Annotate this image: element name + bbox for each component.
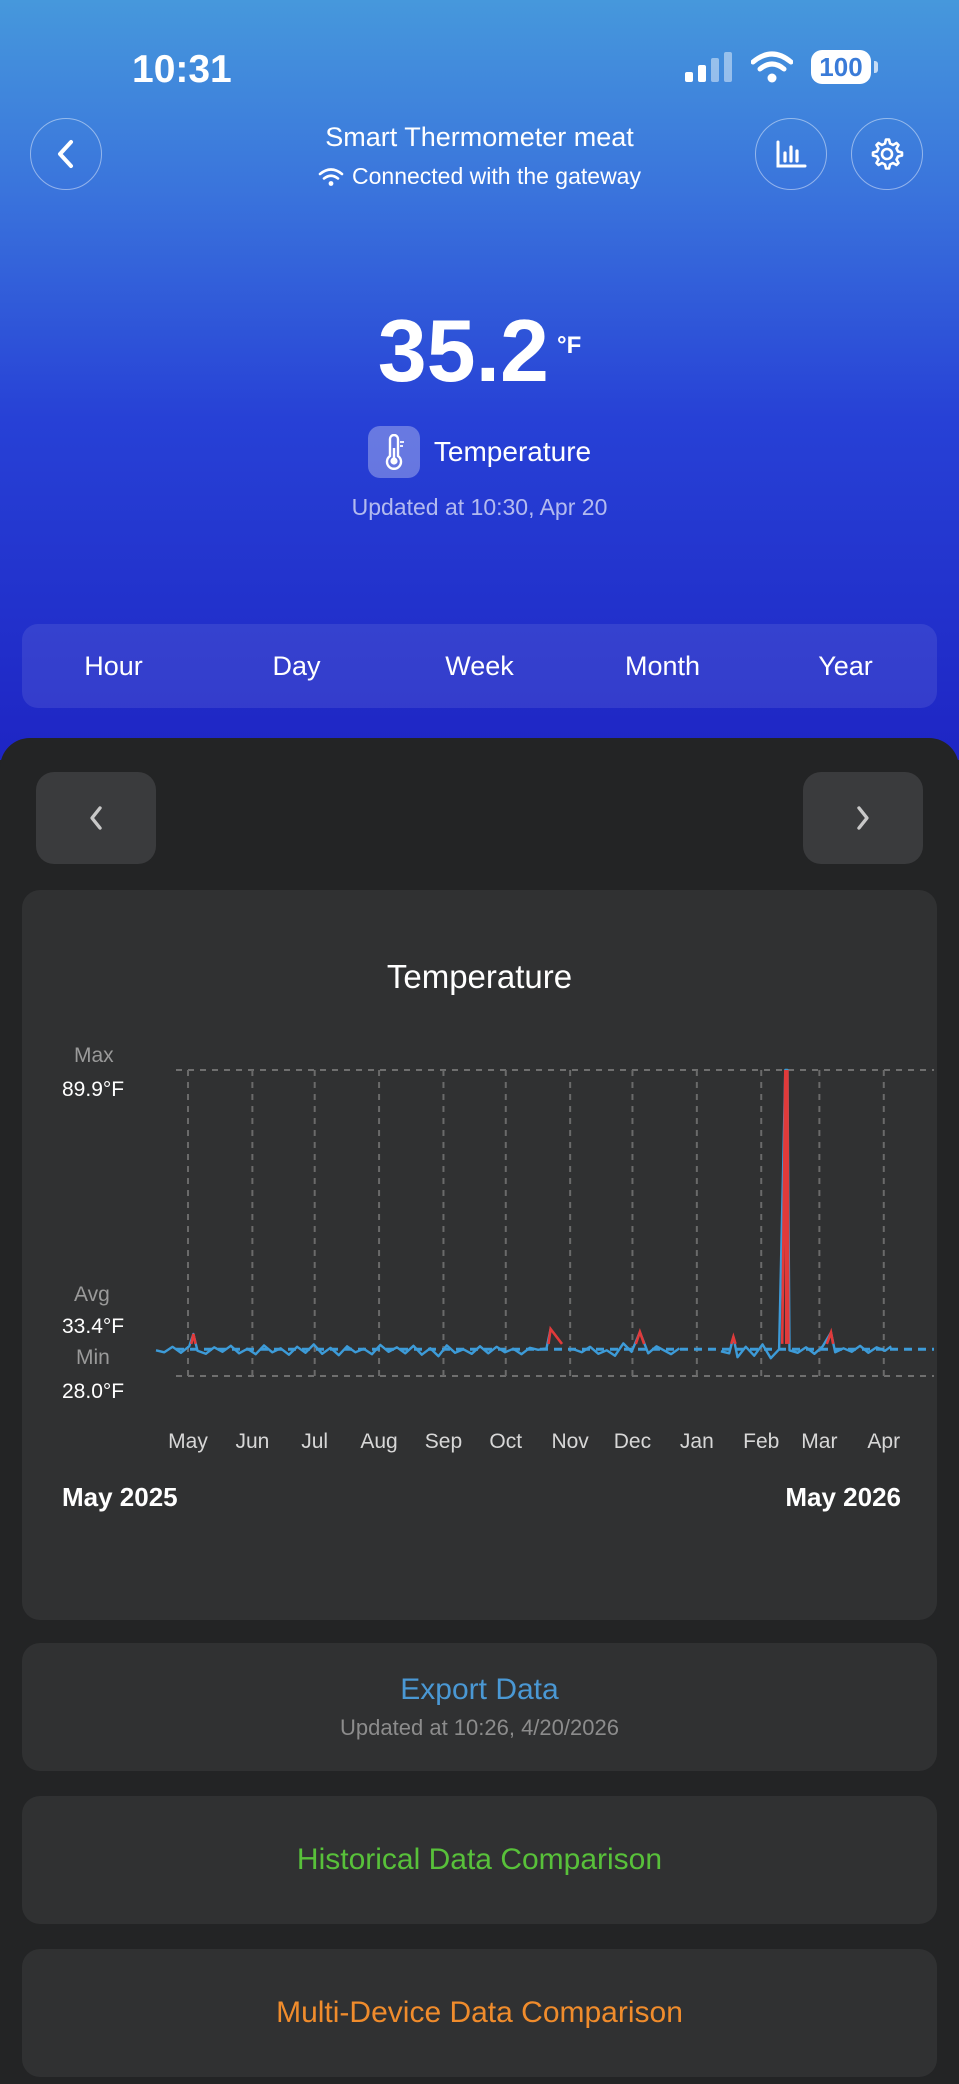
chart-title: Temperature — [386, 958, 573, 995]
export-updated-text: Updated at 10:26, 4/20/2026 — [340, 1715, 619, 1740]
chevron-left-icon — [58, 140, 73, 168]
temperature-series-line — [573, 1330, 681, 1357]
y-min-label: Min — [76, 1346, 110, 1369]
high-temperature-spike — [190, 1333, 197, 1345]
y-avg-value: 33.4°F — [62, 1315, 125, 1338]
chevron-left-icon — [90, 806, 102, 830]
x-tick-label: Apr — [867, 1430, 901, 1453]
temperature-series-line — [155, 1328, 552, 1358]
battery-indicator: 100 — [811, 50, 878, 84]
x-tick-label: Feb — [743, 1430, 780, 1453]
historical-comparison-label: Historical Data Comparison — [296, 1843, 663, 1876]
x-tick-label: Nov — [551, 1430, 589, 1453]
statistics-button[interactable] — [755, 118, 827, 190]
range-start: May 2025 — [62, 1482, 178, 1512]
period-tabs: Hour Day Week Month Year — [22, 624, 937, 708]
connection-status: Connected with the gateway — [0, 163, 959, 190]
high-temperature-spike — [547, 1325, 564, 1345]
bar-chart-icon — [776, 140, 807, 168]
y-min-value: 28.0°F — [62, 1380, 125, 1403]
tab-week[interactable]: Week — [445, 650, 514, 681]
thermometer-icon — [367, 426, 420, 478]
signal-icon — [685, 52, 732, 82]
x-tick-label: Jun — [235, 1430, 270, 1453]
next-period-button[interactable] — [803, 772, 923, 864]
current-reading: 35.2 °F — [0, 300, 959, 402]
wifi-small-icon — [318, 167, 344, 186]
export-data-button[interactable]: Export Data Updated at 10:26, 4/20/2026 — [22, 1643, 937, 1771]
x-tick-label: Sep — [424, 1430, 463, 1453]
high-temperature-spike — [730, 1332, 737, 1345]
tab-hour[interactable]: Hour — [84, 650, 143, 681]
multi-device-comparison-label: Multi-Device Data Comparison — [276, 1996, 683, 2029]
chevron-right-icon — [857, 806, 869, 830]
x-tick-label: May — [168, 1430, 208, 1453]
temperature-series-line — [720, 1068, 892, 1360]
tab-year[interactable]: Year — [818, 650, 873, 681]
connection-text: Connected with the gateway — [352, 163, 641, 189]
y-avg-label: Avg — [74, 1283, 110, 1306]
tab-month[interactable]: Month — [624, 650, 701, 681]
wifi-icon — [751, 51, 793, 83]
temperature-unit: °F — [557, 332, 582, 359]
temperature-value: 35.2 — [377, 301, 549, 400]
status-icons: 100 — [685, 50, 878, 84]
gear-icon — [871, 138, 904, 170]
x-tick-label: Oct — [489, 1430, 523, 1453]
temperature-chart — [155, 1068, 934, 1377]
x-tick-label: Aug — [360, 1430, 398, 1453]
historical-comparison-button[interactable]: Historical Data Comparison — [22, 1796, 937, 1924]
back-button[interactable] — [30, 118, 102, 190]
x-tick-label: Mar — [801, 1430, 838, 1453]
high-temperature-spike — [785, 1069, 790, 1344]
sensor-label: Temperature — [433, 436, 592, 467]
settings-button[interactable] — [851, 118, 923, 190]
high-temperature-spike — [825, 1327, 835, 1345]
chart-card: Temperature Max 89.9°F Avg 33.4°F Min 28… — [22, 890, 937, 1620]
sensor-label-row: Temperature — [0, 426, 959, 478]
x-tick-label: Dec — [613, 1430, 652, 1453]
previous-period-button[interactable] — [36, 772, 156, 864]
device-title: Smart Thermometer meat — [325, 122, 634, 152]
y-max-value: 89.9°F — [62, 1078, 125, 1101]
x-tick-label: Jul — [301, 1430, 329, 1453]
tab-day[interactable]: Day — [272, 650, 321, 681]
multi-device-comparison-button[interactable]: Multi-Device Data Comparison — [22, 1949, 937, 2077]
status-time: 10:31 — [132, 48, 232, 91]
export-data-label: Export Data — [400, 1673, 559, 1706]
x-tick-label: Jan — [679, 1430, 714, 1453]
range-end: May 2026 — [785, 1482, 901, 1512]
y-max-label: Max — [74, 1044, 114, 1067]
device-header: Smart Thermometer meat Connected with th… — [0, 122, 959, 190]
high-temperature-spike — [634, 1328, 646, 1345]
updated-time: Updated at 10:30, Apr 20 — [351, 494, 608, 520]
